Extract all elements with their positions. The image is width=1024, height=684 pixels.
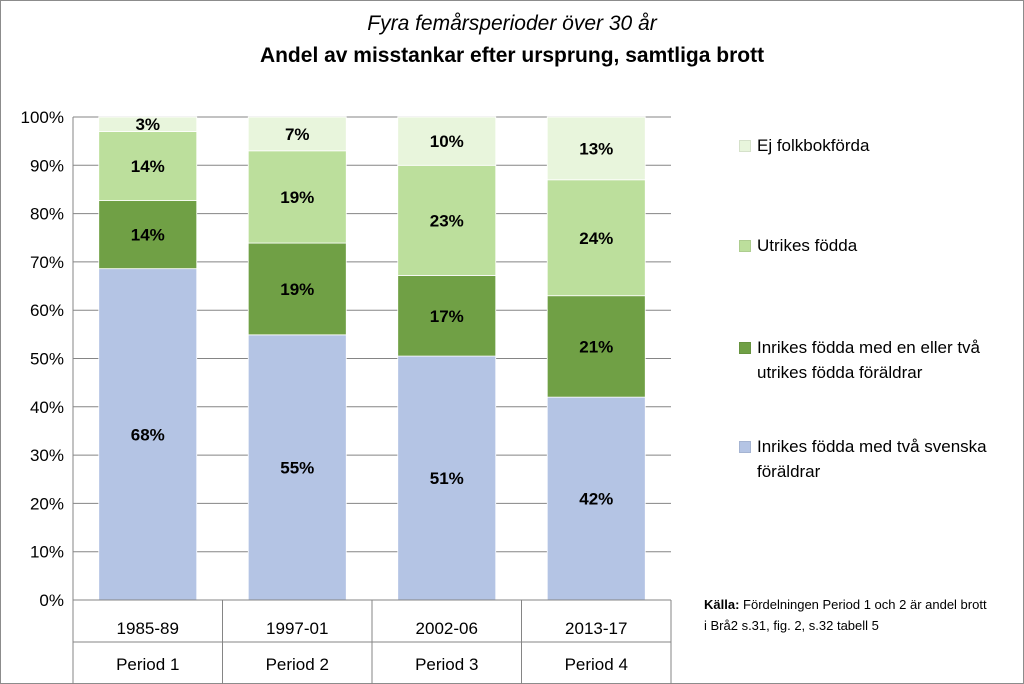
legend-swatch [739, 140, 751, 152]
x-tick-label: 1997-01 [266, 619, 328, 638]
y-tick-label: 30% [30, 446, 64, 465]
bar-segment [546, 396, 646, 601]
legend-swatch [739, 240, 751, 252]
data-label: 23% [430, 211, 464, 230]
legend-item-inrikes-tva-svenska: Inrikes födda med två svenska föräldrar [739, 434, 1022, 484]
y-tick-label: 100% [21, 108, 64, 127]
bar-segment [98, 131, 198, 201]
data-label: 14% [131, 157, 165, 176]
legend-swatch [739, 441, 751, 453]
x-tick-label: 2013-17 [565, 619, 627, 638]
legend-label-line2: föräldrar [757, 462, 821, 481]
bar-segment [247, 116, 347, 152]
x-group-label: Period 4 [565, 655, 628, 674]
legend-label-line2: utrikes födda föräldrar [757, 363, 923, 382]
x-group-label: Period 3 [415, 655, 478, 674]
bar-segment [98, 200, 198, 270]
y-tick-label: 0% [39, 591, 64, 610]
data-label: 13% [579, 139, 613, 158]
legend-label: Inrikes födda med en eller två [757, 338, 981, 357]
data-label: 19% [280, 280, 314, 299]
source-label: Källa: [704, 597, 740, 612]
data-label: 19% [280, 188, 314, 207]
legend-label: Inrikes födda med två svenska [757, 437, 987, 456]
y-tick-label: 80% [30, 205, 64, 224]
data-label: 17% [430, 307, 464, 326]
bar-segment [546, 295, 646, 398]
data-label: 7% [285, 125, 310, 144]
bar-segment [397, 116, 497, 166]
bar-segment [397, 275, 497, 357]
chart-title: Andel av misstankar efter ursprung, samt… [259, 44, 765, 67]
y-tick-label: 40% [30, 398, 64, 417]
chart-subtitle: Fyra femårsperioder över 30 år [367, 12, 657, 35]
legend-label: Utrikes födda [757, 236, 858, 255]
bar-segment [397, 164, 497, 276]
x-tick-label: 2002-06 [416, 619, 478, 638]
x-tick-label: 1985-89 [117, 619, 179, 638]
y-tick-label: 10% [30, 543, 64, 562]
legend-label: Ej folkbokförda [757, 136, 870, 155]
data-label: 10% [430, 132, 464, 151]
data-label: 14% [131, 226, 165, 245]
legend-item-inrikes-en-eller-tva: Inrikes födda med en eller två utrikes f… [739, 335, 1022, 385]
y-tick-label: 50% [30, 350, 64, 369]
x-group-label: Period 2 [266, 655, 329, 674]
source-text: Fördelningen Period 1 och 2 är andel bro… [739, 597, 987, 612]
data-label: 21% [579, 337, 613, 356]
bar-segment [98, 268, 198, 601]
source-text-line2: i Brå2 s.31, fig. 2, s.32 tabell 5 [704, 618, 879, 633]
y-tick-label: 60% [30, 301, 64, 320]
data-label: 3% [135, 115, 160, 134]
bar-segment [546, 116, 646, 181]
bar-segment [247, 334, 347, 601]
y-tick-label: 70% [30, 253, 64, 272]
y-tick-label: 90% [30, 156, 64, 175]
data-label: 42% [579, 490, 613, 509]
data-label: 51% [430, 469, 464, 488]
source-note: Källa: Fördelningen Period 1 och 2 är an… [704, 594, 1022, 636]
legend-swatch [739, 342, 751, 354]
bar-segment [247, 242, 347, 336]
x-group-label: Period 1 [116, 655, 179, 674]
bar-segment [98, 116, 198, 132]
legend-item-ej-folkbokforda: Ej folkbokförda [739, 133, 1022, 158]
data-label: 24% [579, 229, 613, 248]
bar-segment [247, 150, 347, 244]
legend-item-utrikes-fodda: Utrikes födda [739, 233, 1022, 258]
y-tick-label: 20% [30, 494, 64, 513]
data-label: 68% [131, 425, 165, 444]
data-label: 55% [280, 458, 314, 477]
